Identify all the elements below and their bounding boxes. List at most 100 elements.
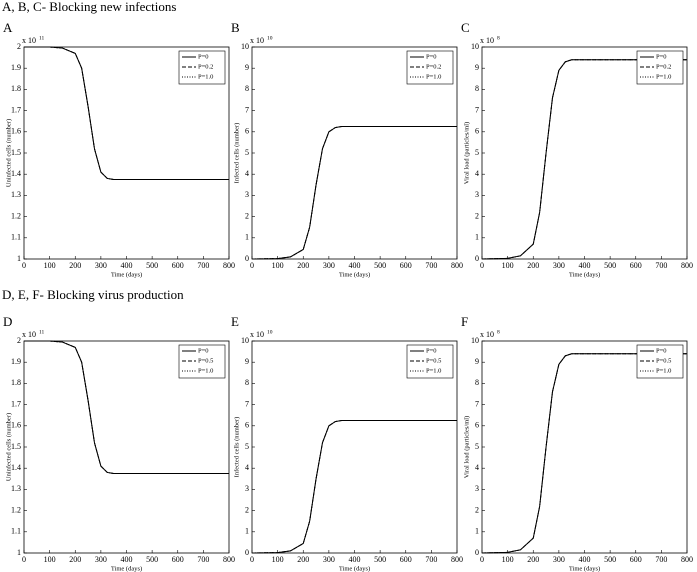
y-tick-label: 1.8 [11, 84, 21, 93]
y-tick-label: 1.6 [11, 127, 21, 136]
x-tick-label: 0 [480, 261, 484, 270]
x-tick-label: 500 [146, 261, 158, 270]
y-tick-label: 1.5 [11, 148, 21, 157]
x-tick-label: 700 [655, 261, 667, 270]
y-tick-label: 1.6 [11, 421, 21, 430]
data-line [481, 59, 687, 260]
legend-label: P=1.0 [198, 367, 213, 374]
legend-label: P=0.2 [426, 63, 441, 70]
y-tick-label: 8 [475, 378, 479, 387]
legend-label: P=0 [656, 53, 667, 60]
y-tick-label: 1 [17, 254, 21, 263]
x-tick-label: 600 [172, 261, 184, 270]
legend-label: P=1.0 [656, 73, 671, 80]
y-tick-label: 6 [245, 421, 249, 430]
x-tick-label: 200 [527, 261, 539, 270]
x-tick-label: 100 [44, 261, 56, 270]
y-tick-label: 5 [245, 148, 249, 157]
y-tick-label: 9 [245, 63, 249, 72]
x-tick-label: 200 [69, 261, 81, 270]
x-tick-label: 300 [553, 555, 565, 564]
panel-letter: F [461, 314, 468, 329]
y-tick-label: 1 [475, 233, 479, 242]
y-tick-label: 10 [241, 336, 249, 345]
y-tick-label: 0 [245, 548, 249, 557]
y-tick-label: 2 [475, 505, 479, 514]
x-tick-label: 300 [323, 555, 335, 564]
x-tick-label: 100 [44, 555, 56, 564]
legend-label: P=0.5 [656, 357, 671, 364]
y-tick-label: 1.9 [11, 357, 21, 366]
x-tick-label: 500 [374, 555, 386, 564]
x-tick-label: 300 [323, 261, 335, 270]
y-tick-label: 3 [245, 484, 249, 493]
legend-label: P=0 [656, 347, 667, 354]
panel-letter: A [3, 20, 13, 35]
y-tick-label: 1.1 [11, 527, 21, 536]
y-multiplier: x 10 [480, 36, 494, 45]
y-tick-label: 1.2 [11, 211, 21, 220]
x-tick-label: 500 [374, 261, 386, 270]
data-line [251, 126, 457, 260]
y-tick-label: 1.4 [11, 169, 21, 178]
y-tick-label: 10 [471, 336, 479, 345]
x-tick-label: 100 [272, 261, 284, 270]
y-axis-label: Uninfected cells (number) [5, 119, 12, 187]
y-tick-label: 5 [475, 148, 479, 157]
y-axis-label: Infected cells (number) [233, 123, 240, 184]
y-multiplier-exponent: 10 [267, 35, 273, 41]
legend-label: P=1.0 [198, 73, 213, 80]
data-line [481, 353, 687, 554]
y-tick-label: 7 [245, 399, 249, 408]
x-tick-label: 500 [604, 261, 616, 270]
y-tick-label: 1.7 [11, 399, 21, 408]
y-tick-label: 1 [245, 233, 249, 242]
data-line [481, 59, 687, 260]
x-tick-label: 200 [297, 555, 309, 564]
x-axis-label: Time (days) [111, 565, 142, 572]
y-tick-label: 4 [475, 169, 479, 178]
x-tick-label: 800 [223, 555, 235, 564]
y-axis-label: Uninfected cells (number) [5, 413, 12, 481]
x-tick-label: 700 [197, 555, 209, 564]
y-tick-label: 0 [245, 254, 249, 263]
legend-label: P=1.0 [426, 367, 441, 374]
x-tick-label: 100 [502, 555, 514, 564]
y-tick-label: 7 [475, 105, 479, 114]
x-axis-label: Time (days) [569, 565, 600, 572]
x-tick-label: 0 [22, 261, 26, 270]
legend-label: P=0 [426, 53, 437, 60]
y-tick-label: 6 [475, 421, 479, 430]
x-tick-label: 400 [121, 261, 133, 270]
y-tick-label: 1.1 [11, 233, 21, 242]
y-tick-label: 5 [475, 442, 479, 451]
y-tick-label: 1.3 [11, 190, 21, 199]
data-line [481, 353, 687, 554]
y-tick-label: 1 [475, 527, 479, 536]
y-tick-label: 0 [475, 548, 479, 557]
y-multiplier-exponent: 11 [39, 35, 45, 41]
x-tick-label: 400 [579, 555, 591, 564]
y-multiplier: x 10 [250, 330, 264, 339]
y-tick-label: 1 [17, 548, 21, 557]
x-tick-label: 700 [197, 261, 209, 270]
y-tick-label: 0 [475, 254, 479, 263]
y-tick-label: 7 [475, 399, 479, 408]
y-tick-label: 2 [17, 42, 21, 51]
y-tick-label: 8 [245, 84, 249, 93]
data-line [481, 59, 687, 260]
data-line [251, 126, 457, 260]
legend-label: P=0 [198, 347, 209, 354]
y-multiplier-exponent: 8 [497, 329, 500, 335]
x-tick-label: 0 [22, 555, 26, 564]
x-tick-label: 600 [172, 555, 184, 564]
data-line [251, 126, 457, 260]
panel-letter: D [3, 314, 12, 329]
x-tick-label: 700 [425, 261, 437, 270]
x-tick-label: 100 [272, 555, 284, 564]
x-axis-label: Time (days) [339, 565, 370, 572]
y-multiplier: x 10 [22, 36, 36, 45]
x-tick-label: 400 [579, 261, 591, 270]
x-tick-label: 600 [400, 555, 412, 564]
